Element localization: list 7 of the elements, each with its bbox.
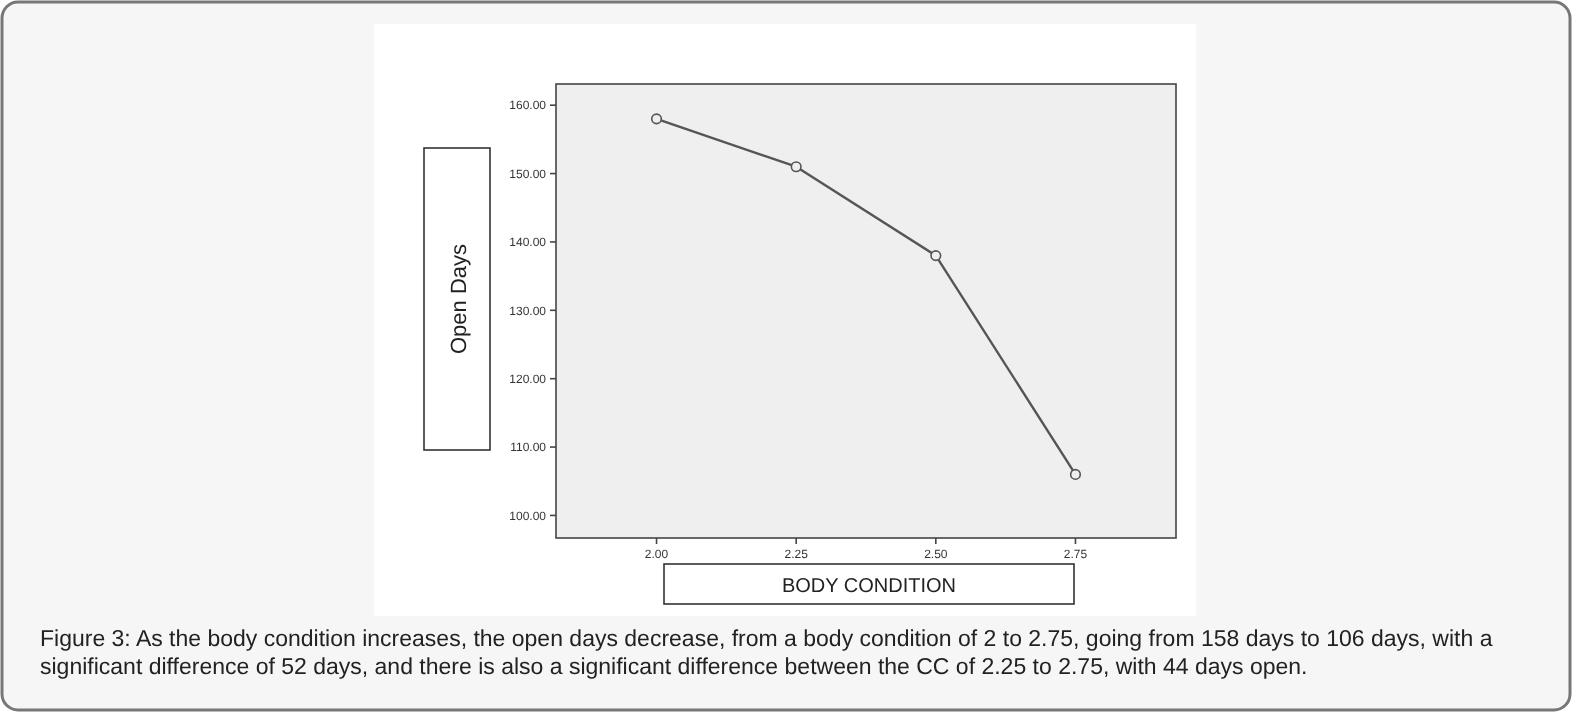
y-axis-title: Open Days [448, 242, 472, 355]
point [1069, 468, 1082, 480]
point [790, 161, 802, 173]
caption: Figure 3: As the body condition increases, the open days decrease, from a body condition of 2 to 2.75, going from 158 days to 106 days, with a significant difference of 52 days, and there is also a significant difference between the CC of 2.25 to 2.75, with 44 days open. [40, 628, 1494, 680]
point [930, 250, 942, 262]
x-axis-title: BODY CONDITION [781, 576, 957, 598]
point [650, 113, 663, 125]
